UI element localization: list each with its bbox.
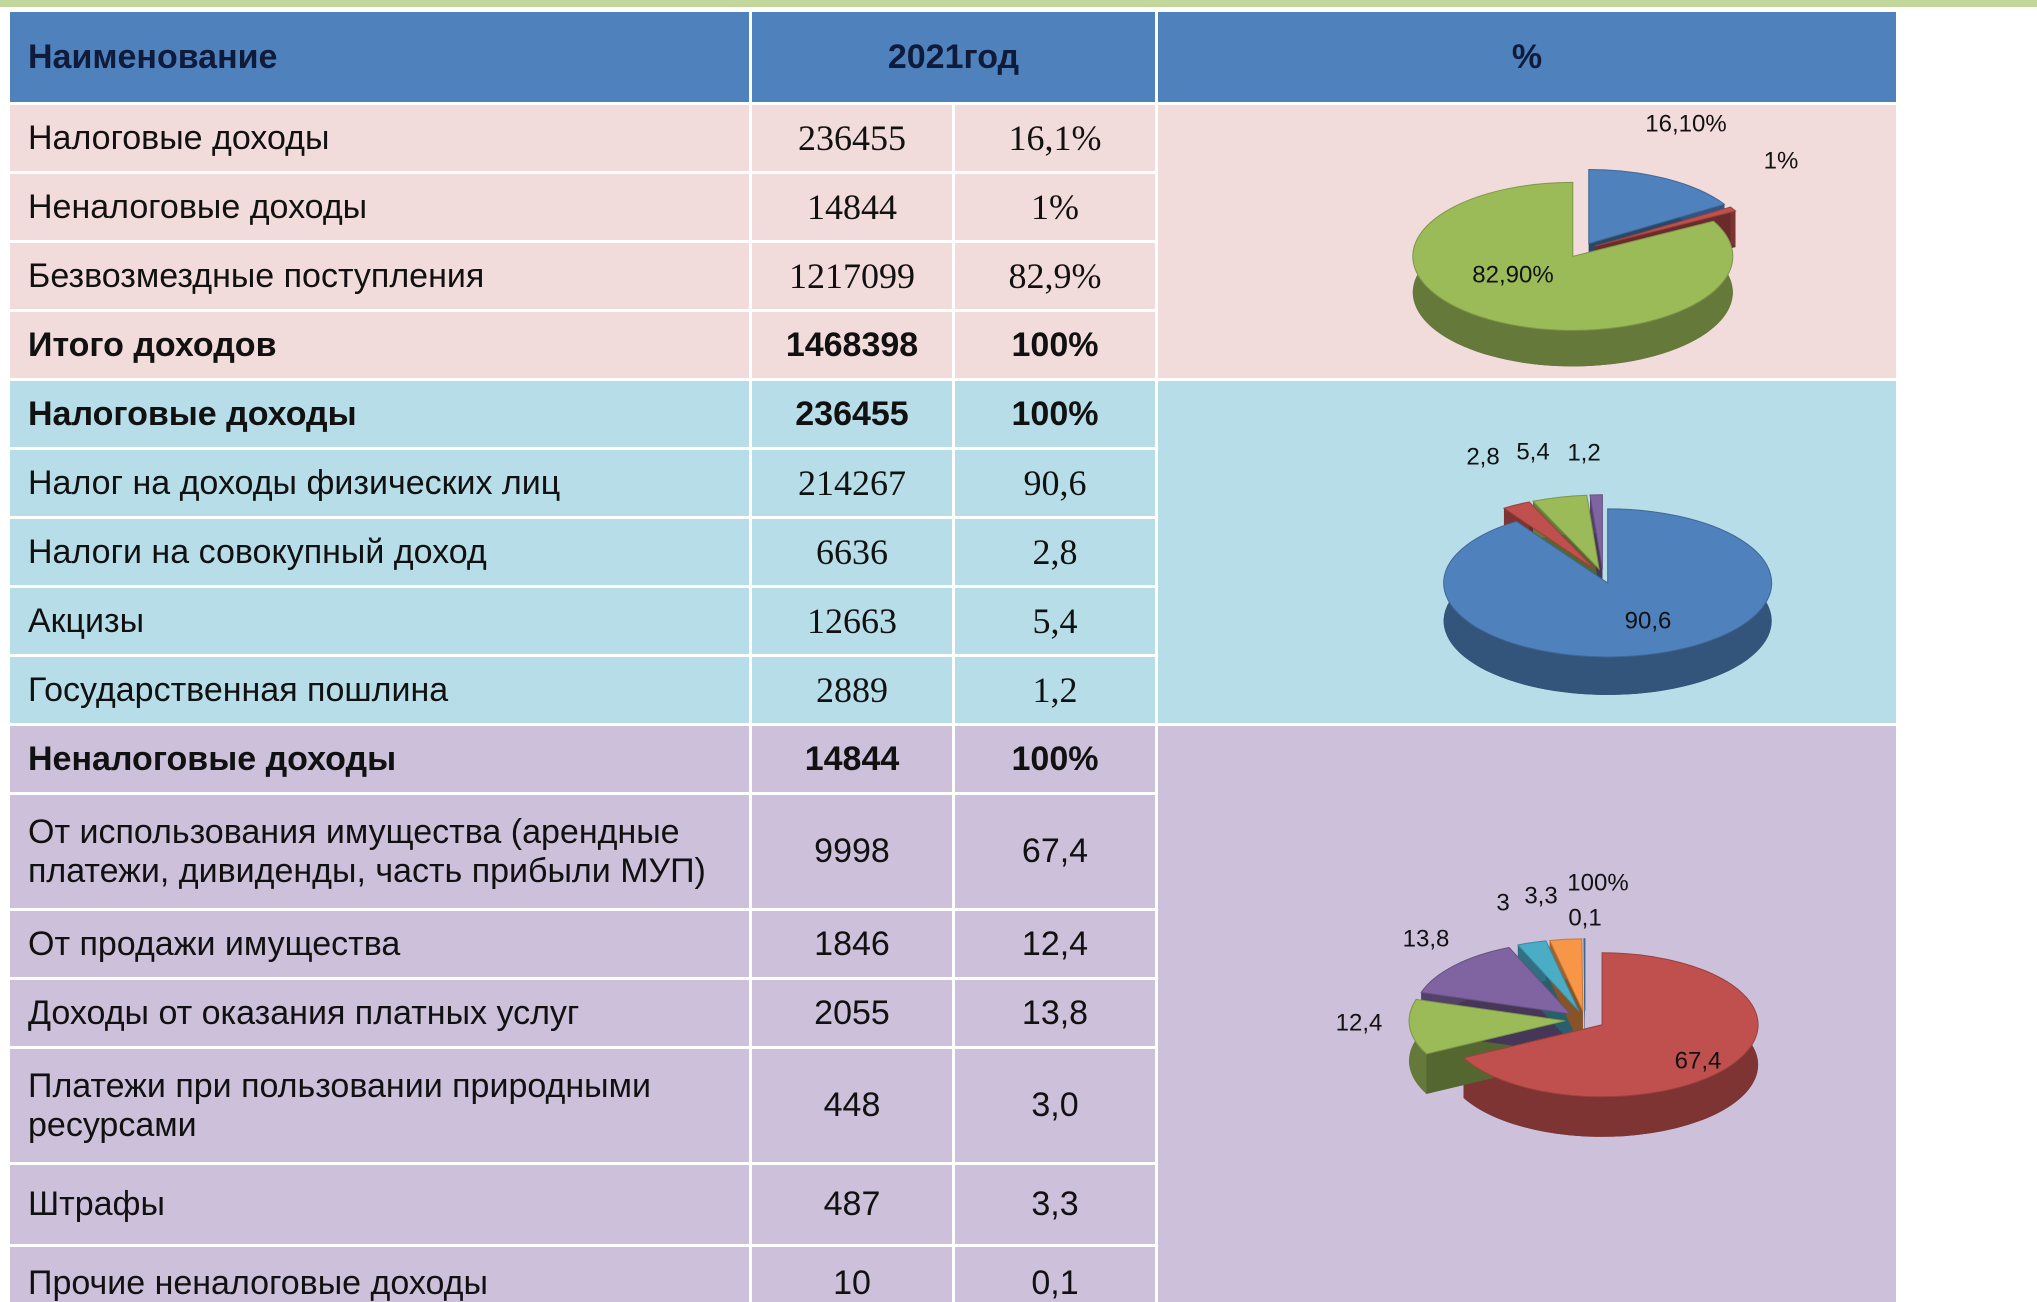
name-cell: От использования имущества (арендные пла… <box>10 795 749 908</box>
value-cell: 236455 <box>752 381 952 447</box>
value-cell: 10 <box>752 1247 952 1302</box>
slice-label: 13,8 <box>1403 925 1450 952</box>
percent-cell: 67,4 <box>955 795 1155 908</box>
name-cell: Налоги на совокупный доход <box>10 519 749 585</box>
slice <box>1588 169 1726 245</box>
name-cell: Налог на доходы физических лиц <box>10 450 749 516</box>
value-cell: 1468398 <box>752 312 952 378</box>
value-cell: 214267 <box>752 450 952 516</box>
name-cell: Акцизы <box>10 588 749 654</box>
charts: 16,10% 1% 82,90% 90,6 2,8 5,4 1,2 67,4 12,4 13,8 3… <box>1336 110 1799 1137</box>
percent-cell: 82,9% <box>955 243 1155 309</box>
percent-cell: 5,4 <box>955 588 1155 654</box>
value-cell: 448 <box>752 1049 952 1162</box>
value-cell: 236455 <box>752 105 952 171</box>
slice <box>1532 494 1600 571</box>
value-cell: 6636 <box>752 519 952 585</box>
slice-label: 0,1 <box>1568 904 1601 931</box>
slice-label: 1% <box>1764 147 1799 174</box>
name-cell: Неналоговые доходы <box>10 174 749 240</box>
value-cell: 2889 <box>752 657 952 723</box>
slice <box>1443 508 1773 658</box>
percent-cell: 13,8 <box>955 980 1155 1046</box>
percent-cell: 0,1 <box>955 1247 1155 1302</box>
percent-cell: 100% <box>955 312 1155 378</box>
slice <box>1412 181 1734 331</box>
slice-label: 5,4 <box>1516 438 1549 465</box>
slice <box>1408 998 1566 1055</box>
name-cell: Безвозмездные поступления <box>10 243 749 309</box>
slice <box>1420 947 1572 1015</box>
name-cell: Неналоговые доходы <box>10 726 749 792</box>
slice-label: 16,10% <box>1645 110 1726 137</box>
name-cell: Государственная пошлина <box>10 657 749 723</box>
value-cell: 9998 <box>752 795 952 908</box>
percent-cell: 1,2 <box>955 657 1155 723</box>
percent-cell: 2,8 <box>955 519 1155 585</box>
value-cell: 2055 <box>752 980 952 1046</box>
name-cell: От продажи имущества <box>10 911 749 977</box>
slice-label: 12,4 <box>1336 1009 1383 1036</box>
percent-cell: 3,3 <box>955 1165 1155 1244</box>
value-cell: 14844 <box>752 726 952 792</box>
name-cell: Налоговые доходы <box>10 105 749 171</box>
slice <box>1589 494 1603 569</box>
name-cell: Платежи при пользовании природными ресур… <box>10 1049 749 1162</box>
slice <box>1594 206 1737 247</box>
name-cell: Прочие неналоговые доходы <box>10 1247 749 1302</box>
slice-label: 82,90% <box>1472 261 1553 288</box>
value-cell: 14844 <box>752 174 952 240</box>
slice <box>1502 501 1596 571</box>
value-cell: 12663 <box>752 588 952 654</box>
slice-label: 3 <box>1496 889 1509 916</box>
slice-side <box>1730 207 1736 248</box>
slice-label: 2,8 <box>1466 443 1499 470</box>
name-cell: Доходы от оказания платных услуг <box>10 980 749 1046</box>
header-cell: 2021год <box>752 12 1155 102</box>
slice-label: 90,6 <box>1625 607 1672 634</box>
percent-cell: 1% <box>955 174 1155 240</box>
percent-cell: 100% <box>955 726 1155 792</box>
slice-label: 67,4 <box>1675 1047 1722 1074</box>
name-cell: Налоговые доходы <box>10 381 749 447</box>
percent-cell: 16,1% <box>955 105 1155 171</box>
name-cell: Итого доходов <box>10 312 749 378</box>
slice <box>1462 952 1759 1098</box>
percent-cell: 3,0 <box>955 1049 1155 1162</box>
name-cell: Штрафы <box>10 1165 749 1244</box>
value-cell: 1217099 <box>752 243 952 309</box>
percent-cell: 12,4 <box>955 911 1155 977</box>
header-cell: Наименование <box>10 12 749 102</box>
slice <box>1548 938 1584 1012</box>
slice <box>1583 938 1586 1011</box>
value-cell: 1846 <box>752 911 952 977</box>
header-cell: % <box>1158 12 1896 102</box>
percent-cell: 90,6 <box>955 450 1155 516</box>
value-cell: 487 <box>752 1165 952 1244</box>
slice-label: 1,2 <box>1567 439 1600 466</box>
percent-cell: 100% <box>955 381 1155 447</box>
slice-label: 3,3 <box>1524 882 1557 909</box>
slice <box>1516 940 1580 1012</box>
pie-annotation: 100% <box>1567 869 1628 896</box>
